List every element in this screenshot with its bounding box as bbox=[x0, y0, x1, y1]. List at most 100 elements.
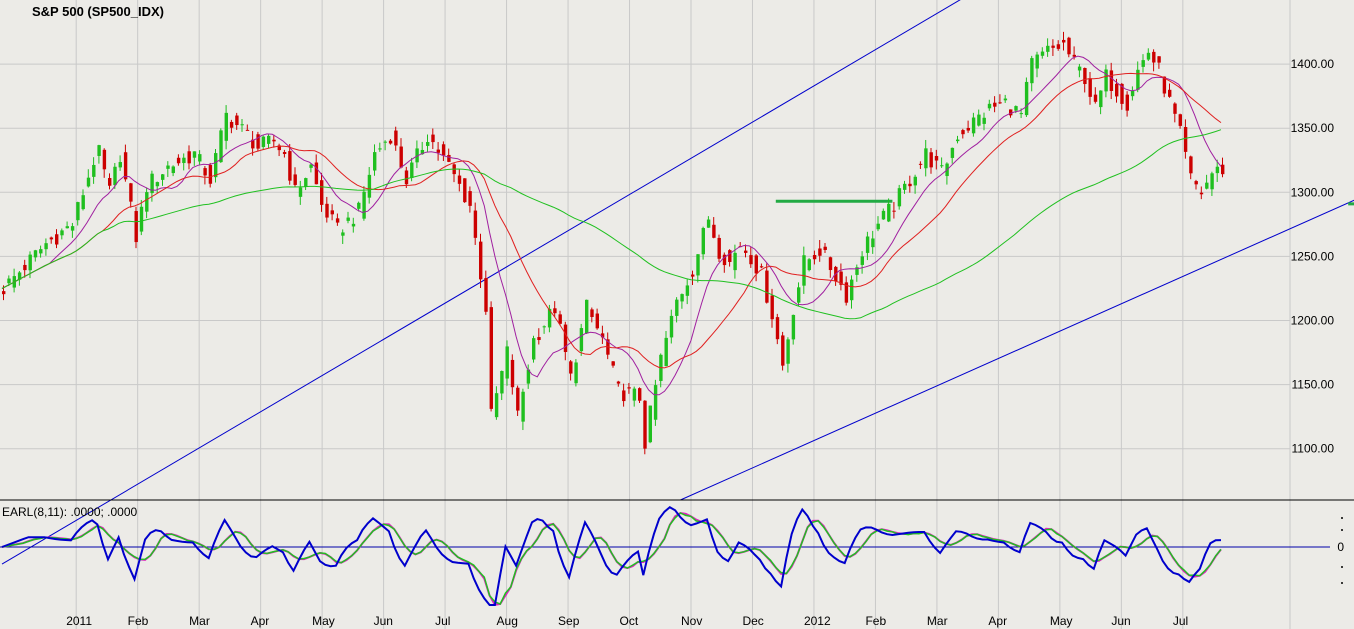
candle-body bbox=[399, 146, 403, 168]
candle-body bbox=[807, 259, 811, 271]
y-tick-label: 1100.00 bbox=[1292, 442, 1335, 456]
candle-body bbox=[447, 154, 451, 162]
candle-body bbox=[1093, 94, 1098, 102]
candle-body bbox=[728, 250, 732, 262]
candle-body bbox=[1152, 51, 1156, 63]
candle-body bbox=[1205, 182, 1209, 189]
candle-body bbox=[1194, 181, 1198, 185]
candle-body bbox=[17, 272, 22, 280]
candle-body bbox=[1136, 69, 1140, 90]
candle-body bbox=[759, 266, 764, 268]
candle-body bbox=[394, 130, 398, 146]
candle-body bbox=[691, 274, 695, 277]
osc-tick-dot bbox=[1341, 529, 1343, 531]
candle-body bbox=[680, 294, 684, 302]
candle-body bbox=[1024, 81, 1029, 116]
candle-body bbox=[929, 152, 933, 168]
candle-body bbox=[627, 387, 631, 389]
candle-body bbox=[685, 285, 690, 296]
candle-body bbox=[203, 168, 207, 176]
candle-body bbox=[510, 359, 515, 388]
candle-body bbox=[404, 170, 409, 185]
candle-body bbox=[1125, 94, 1129, 111]
annotation-layer bbox=[1, 0, 1354, 565]
oscillator bbox=[0, 505, 1330, 606]
candle-body bbox=[187, 151, 191, 164]
candle-body bbox=[463, 178, 467, 203]
candle-body bbox=[622, 390, 626, 402]
candle-body bbox=[781, 335, 785, 366]
x-tick-label: Mar bbox=[189, 614, 210, 628]
x-tick-label: Mar bbox=[927, 614, 948, 628]
candle-body bbox=[145, 192, 149, 212]
candle-body bbox=[717, 237, 721, 259]
candle-body bbox=[971, 117, 976, 134]
x-tick-label: May bbox=[1050, 614, 1073, 628]
candle-body bbox=[320, 180, 324, 205]
candle-body bbox=[102, 149, 107, 170]
candle-body bbox=[341, 232, 345, 236]
y-tick-label: 1200.00 bbox=[1291, 314, 1335, 328]
candle-body bbox=[436, 149, 440, 153]
candle-body bbox=[97, 145, 101, 156]
candle-body bbox=[2, 291, 6, 295]
candle-body bbox=[818, 248, 822, 256]
candle-body bbox=[92, 164, 96, 177]
candle-body bbox=[585, 299, 589, 334]
candle-body bbox=[357, 202, 361, 209]
candle-body bbox=[325, 203, 329, 218]
candle-body bbox=[1168, 89, 1172, 97]
candle-body bbox=[924, 148, 928, 169]
candle-body bbox=[563, 324, 568, 353]
candle-body bbox=[314, 162, 319, 185]
x-tick-label: Jul bbox=[1173, 614, 1188, 628]
candle-body bbox=[1077, 66, 1082, 71]
candle-body bbox=[950, 147, 955, 158]
candle-body bbox=[441, 144, 446, 156]
candle-body bbox=[844, 282, 849, 303]
candle-body bbox=[1099, 90, 1103, 108]
ma-fast-line bbox=[1, 55, 1222, 396]
osc-fast-line bbox=[1, 505, 1222, 606]
candle-body bbox=[166, 165, 170, 169]
candle-body bbox=[335, 218, 340, 223]
candle-body bbox=[1072, 54, 1076, 57]
x-tick-label: Feb bbox=[865, 614, 886, 628]
candle-body bbox=[547, 308, 552, 328]
candle-body bbox=[638, 388, 642, 401]
candle-body bbox=[113, 166, 117, 186]
candle-body bbox=[1162, 76, 1167, 94]
candle-body bbox=[1141, 60, 1145, 67]
candle-body bbox=[81, 195, 85, 210]
candle-body bbox=[108, 178, 112, 186]
candle-body bbox=[457, 175, 462, 184]
candle-body bbox=[346, 217, 350, 221]
candle-body bbox=[245, 129, 250, 131]
x-tick-label: Apr bbox=[988, 614, 1007, 628]
candle-body bbox=[309, 164, 313, 168]
candle-body bbox=[696, 254, 700, 276]
candle-body bbox=[532, 338, 536, 360]
candle-body bbox=[1083, 67, 1087, 85]
candle-body bbox=[1104, 69, 1108, 92]
candle-body bbox=[1183, 127, 1188, 152]
candle-body bbox=[7, 278, 11, 284]
candle-body bbox=[500, 371, 504, 394]
candle-body bbox=[229, 121, 234, 128]
candle-body bbox=[600, 333, 605, 338]
candle-body bbox=[473, 210, 478, 238]
candle-body bbox=[123, 152, 128, 180]
candle-body bbox=[897, 188, 902, 207]
candle-body bbox=[1051, 45, 1055, 48]
candle-body bbox=[426, 142, 430, 146]
candle-body bbox=[1062, 39, 1066, 43]
osc-tick-dot bbox=[1341, 566, 1343, 568]
candle-body bbox=[956, 139, 960, 142]
candle-body bbox=[214, 153, 218, 178]
candle-body bbox=[468, 191, 472, 206]
candle-body bbox=[579, 328, 584, 352]
candle-body bbox=[632, 388, 637, 401]
candle-body bbox=[1210, 173, 1214, 190]
candle-body bbox=[33, 250, 38, 258]
